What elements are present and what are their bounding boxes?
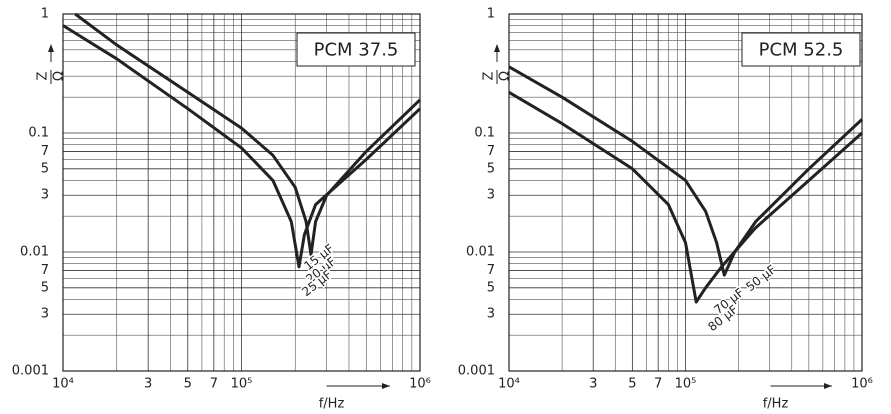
y-tick-label: 7	[487, 263, 495, 278]
x-tick-label: 10⁴	[498, 377, 520, 392]
title-box	[741, 32, 861, 67]
plot-frame	[62, 13, 421, 372]
x-axis-label: f/Hz	[319, 397, 345, 412]
y-axis-label-top: Z	[36, 71, 51, 80]
title-box	[296, 32, 416, 67]
y-tick-label: 3	[41, 307, 49, 322]
y-tick-label: 7	[41, 144, 49, 159]
x-tick-label: 5	[628, 377, 636, 392]
y-tick-label: 0.1	[28, 126, 49, 141]
chart-title: PCM 52.5	[759, 40, 844, 61]
chart-title: PCM 37.5	[314, 40, 399, 61]
plot-frame	[508, 13, 863, 372]
y-tick-label: 3	[487, 307, 495, 322]
x-tick-label: 10⁶	[409, 377, 431, 392]
y-tick-label: 7	[41, 263, 49, 278]
x-arrow-head	[382, 383, 390, 389]
x-tick-label: 7	[654, 377, 662, 392]
y-tick-label: 0.01	[466, 245, 495, 260]
y-arrow-head	[494, 44, 500, 52]
y-tick-label: 3	[487, 188, 495, 203]
x-tick-label: 7	[210, 377, 218, 392]
y-arrow-head	[48, 44, 54, 52]
y-tick-label: 5	[41, 280, 49, 295]
y-tick-label: 0.001	[458, 364, 495, 379]
x-tick-label: 10⁵	[231, 377, 253, 392]
x-tick-label: 3	[589, 377, 597, 392]
impedance-curve	[508, 91, 863, 304]
y-tick-label: 5	[487, 161, 495, 176]
y-tick-label: 1	[487, 7, 495, 22]
y-tick-label: 0.01	[20, 245, 49, 260]
impedance-curve	[62, 24, 422, 269]
x-axis-label: f/Hz	[763, 397, 789, 412]
x-tick-label: 5	[184, 377, 192, 392]
y-tick-label: 7	[487, 144, 495, 159]
x-arrow-head	[824, 383, 832, 389]
y-tick-label: 0.1	[474, 126, 495, 141]
x-tick-label: 10⁶	[851, 377, 873, 392]
y-tick-label: 5	[41, 161, 49, 176]
y-axis-label-top: Z	[482, 71, 497, 80]
y-tick-label: 1	[41, 7, 49, 22]
x-tick-label: 10⁴	[52, 377, 74, 392]
y-axis-label-bottom: Ω	[52, 71, 67, 81]
y-tick-label: 0.001	[12, 364, 49, 379]
y-tick-label: 3	[41, 188, 49, 203]
impedance-curve	[508, 65, 864, 277]
y-tick-label: 5	[487, 280, 495, 295]
x-tick-label: 10⁵	[675, 377, 697, 392]
x-tick-label: 3	[144, 377, 152, 392]
y-axis-label-bottom: Ω	[498, 71, 513, 81]
